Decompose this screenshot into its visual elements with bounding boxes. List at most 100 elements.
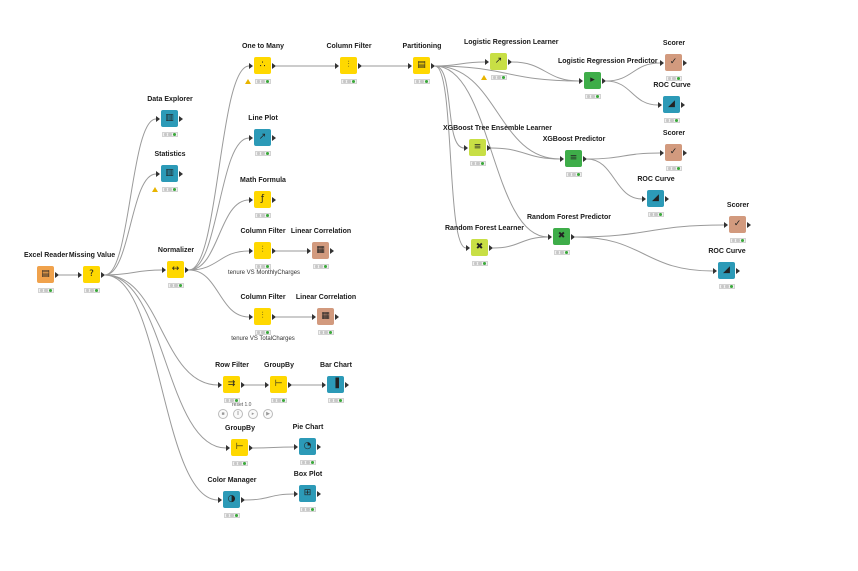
connection-rf-learner-to-rf-predictor[interactable]	[492, 236, 549, 249]
warning-icon[interactable]	[245, 79, 251, 84]
connection-normalizer-to-math-formula[interactable]	[188, 199, 250, 271]
output-port[interactable]	[317, 444, 321, 450]
output-port[interactable]	[665, 196, 669, 202]
node-column-filter-2[interactable]: Column Filter ⫶ tenure VS MonthlyCharges	[228, 228, 300, 288]
output-port[interactable]	[602, 78, 606, 84]
output-port[interactable]	[431, 63, 435, 69]
one-to-many-icon[interactable]: ∴	[254, 57, 271, 74]
input-port[interactable]	[464, 145, 468, 151]
connection-normalizer-to-one-to-many[interactable]	[188, 65, 250, 271]
node-bar-chart[interactable]: Bar Chart ▐	[301, 362, 371, 422]
partitioning-icon[interactable]: ▤	[413, 57, 430, 74]
output-port[interactable]	[583, 156, 587, 162]
output-port[interactable]	[330, 248, 334, 254]
node-math-formula[interactable]: Math Formula ƒ	[228, 177, 298, 237]
math-formula-icon[interactable]: ƒ	[254, 191, 271, 208]
connection-missing-value-to-groupby-2[interactable]	[104, 274, 227, 449]
output-port[interactable]	[272, 248, 276, 254]
statistics-icon[interactable]: ▥	[161, 165, 178, 182]
input-port[interactable]	[322, 382, 326, 388]
input-port[interactable]	[713, 268, 717, 274]
input-port[interactable]	[660, 150, 664, 156]
loop-resume-icon[interactable]: ▶	[263, 409, 273, 419]
output-port[interactable]	[241, 382, 245, 388]
connection-partitioning-to-logreg-predictor[interactable]	[434, 65, 580, 82]
node-roc-curve-3[interactable]: ROC Curve ◢	[692, 248, 762, 308]
bar-chart-icon[interactable]: ▐	[327, 376, 344, 393]
roc-curve-icon[interactable]: ◢	[647, 190, 664, 207]
node-normalizer[interactable]: Normalizer ↔	[141, 247, 211, 307]
node-column-filter-1[interactable]: Column Filter ⫶	[314, 43, 384, 103]
output-port[interactable]	[179, 116, 183, 122]
output-port[interactable]	[272, 135, 276, 141]
column-filter-icon[interactable]: ⫶	[340, 57, 357, 74]
input-port[interactable]	[658, 102, 662, 108]
learner-icon[interactable]: ≡	[469, 139, 486, 156]
node-scorer-3[interactable]: Scorer ✓	[703, 202, 773, 262]
data-explorer-icon[interactable]: ▥	[161, 110, 178, 127]
output-port[interactable]	[272, 63, 276, 69]
input-port[interactable]	[156, 171, 160, 177]
output-port[interactable]	[571, 234, 575, 240]
node-rf-learner[interactable]: Random Forest Learner ✖	[445, 225, 524, 285]
node-logreg-learner[interactable]: Logistic Regression Learner ↗	[464, 39, 559, 99]
output-port[interactable]	[55, 272, 59, 278]
output-port[interactable]	[489, 245, 493, 251]
output-port[interactable]	[487, 145, 491, 151]
input-port[interactable]	[408, 63, 412, 69]
input-port[interactable]	[249, 248, 253, 254]
output-port[interactable]	[101, 272, 105, 278]
predictor-icon[interactable]: ✖	[553, 228, 570, 245]
output-port[interactable]	[241, 497, 245, 503]
scorer-icon[interactable]: ✓	[729, 216, 746, 233]
input-port[interactable]	[307, 248, 311, 254]
node-rf-predictor[interactable]: Random Forest Predictor ✖	[527, 214, 611, 274]
loop-step-icon[interactable]: ▸	[248, 409, 258, 419]
output-port[interactable]	[736, 268, 740, 274]
node-color-manager[interactable]: Color Manager ◑	[197, 477, 267, 537]
groupby-icon[interactable]: ⊢	[231, 439, 248, 456]
warning-icon[interactable]	[152, 187, 158, 192]
input-port[interactable]	[265, 382, 269, 388]
input-port[interactable]	[226, 445, 230, 451]
connection-missing-value-to-normalizer[interactable]	[104, 269, 163, 276]
input-port[interactable]	[249, 314, 253, 320]
node-xgb-learner[interactable]: XGBoost Tree Ensemble Learner ≡	[443, 125, 552, 185]
node-box-plot[interactable]: Box Plot ⊞	[273, 471, 343, 531]
learner-icon[interactable]: ✖	[471, 239, 488, 256]
node-scorer-1[interactable]: Scorer ✓	[639, 40, 709, 100]
input-port[interactable]	[218, 382, 222, 388]
connection-normalizer-to-column-filter-2[interactable]	[188, 250, 250, 271]
predictor-icon[interactable]: ≡	[565, 150, 582, 167]
connection-rf-predictor-to-roc-curve-3[interactable]	[574, 236, 714, 272]
node-excel-reader[interactable]: Excel Reader ▤	[11, 252, 81, 312]
input-port[interactable]	[548, 234, 552, 240]
groupby-icon[interactable]: ⊢	[270, 376, 287, 393]
line-plot-icon[interactable]: ↗	[254, 129, 271, 146]
input-port[interactable]	[249, 197, 253, 203]
node-data-explorer[interactable]: Data Explorer ▥	[135, 96, 205, 156]
connection-logreg-predictor-to-scorer-1[interactable]	[605, 62, 661, 82]
connection-color-manager-to-box-plot[interactable]	[244, 493, 295, 501]
connection-xgb-predictor-to-scorer-2[interactable]	[586, 152, 661, 160]
node-pie-chart[interactable]: Pie Chart ◔	[273, 424, 343, 484]
output-port[interactable]	[335, 314, 339, 320]
input-port[interactable]	[294, 491, 298, 497]
input-port[interactable]	[485, 59, 489, 65]
normalizer-icon[interactable]: ↔	[167, 261, 184, 278]
output-port[interactable]	[249, 445, 253, 451]
output-port[interactable]	[358, 63, 362, 69]
output-port[interactable]	[179, 171, 183, 177]
column-filter-icon[interactable]: ⫶	[254, 242, 271, 259]
output-port[interactable]	[747, 222, 751, 228]
output-port[interactable]	[288, 382, 292, 388]
output-port[interactable]	[317, 491, 321, 497]
node-missing-value[interactable]: Missing Value?	[57, 252, 127, 312]
node-roc-curve-2[interactable]: ROC Curve ◢	[621, 176, 691, 236]
connection-partitioning-to-xgb-predictor[interactable]	[434, 65, 561, 160]
node-statistics[interactable]: Statistics ▥	[135, 151, 205, 211]
input-port[interactable]	[466, 245, 470, 251]
input-port[interactable]	[78, 272, 82, 278]
output-port[interactable]	[185, 267, 189, 273]
